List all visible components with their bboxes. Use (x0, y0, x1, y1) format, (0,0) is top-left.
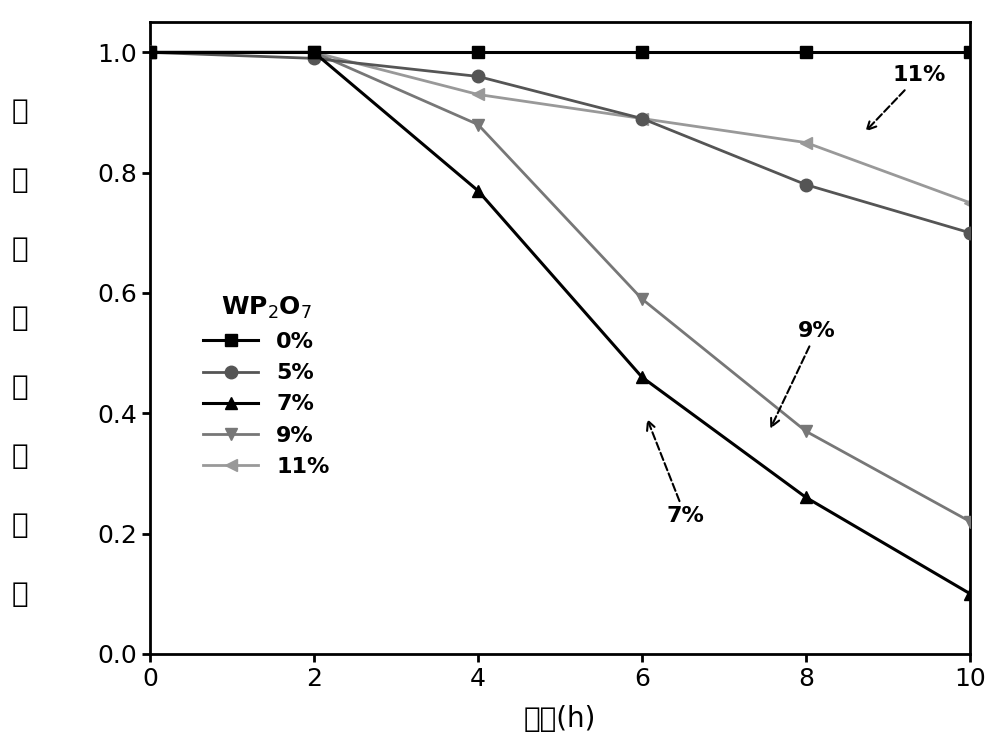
Text: 亚: 亚 (12, 97, 28, 126)
11% (308, 48, 320, 56)
0% (308, 48, 320, 56)
7% (800, 493, 812, 502)
5% (964, 228, 976, 237)
Line: 9%: 9% (144, 46, 976, 528)
Text: 9%: 9% (771, 321, 836, 426)
Text: 残: 残 (12, 374, 28, 401)
0% (964, 48, 976, 56)
0% (144, 48, 156, 56)
0% (472, 48, 484, 56)
Text: 量: 量 (12, 580, 28, 609)
Line: 5%: 5% (144, 46, 976, 239)
5% (636, 114, 648, 123)
9% (144, 48, 156, 56)
Text: 基: 基 (12, 236, 28, 264)
9% (964, 517, 976, 526)
Text: 11%: 11% (867, 65, 945, 130)
Line: 0%: 0% (144, 46, 976, 59)
Line: 11%: 11% (144, 46, 976, 209)
5% (308, 54, 320, 63)
11% (472, 90, 484, 99)
Text: 蓝: 蓝 (12, 305, 28, 332)
X-axis label: 时间(h): 时间(h) (524, 705, 596, 733)
9% (636, 294, 648, 303)
5% (472, 72, 484, 81)
11% (800, 138, 812, 147)
9% (800, 426, 812, 435)
0% (800, 48, 812, 56)
Text: 含: 含 (12, 511, 28, 539)
7% (144, 48, 156, 56)
5% (800, 181, 812, 189)
11% (144, 48, 156, 56)
Text: 留: 留 (12, 442, 28, 470)
5% (144, 48, 156, 56)
Line: 7%: 7% (144, 46, 976, 600)
Text: 甲: 甲 (12, 166, 28, 195)
0% (636, 48, 648, 56)
9% (472, 120, 484, 129)
Legend: 0%, 5%, 7%, 9%, 11%: 0%, 5%, 7%, 9%, 11% (194, 286, 338, 486)
7% (472, 186, 484, 195)
11% (636, 114, 648, 123)
9% (308, 48, 320, 56)
7% (964, 589, 976, 598)
7% (636, 373, 648, 382)
7% (308, 48, 320, 56)
11% (964, 198, 976, 207)
Text: 7%: 7% (647, 421, 704, 527)
